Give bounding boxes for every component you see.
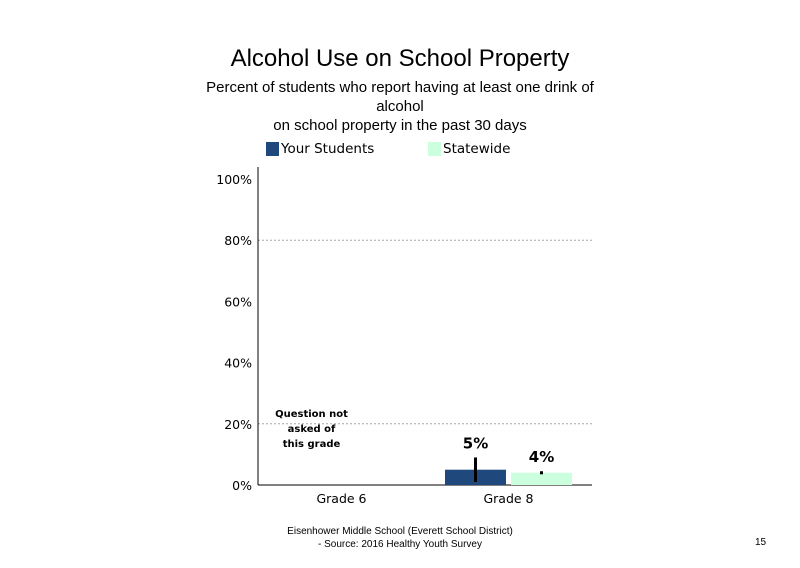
footer-line-2: - Source: 2016 Healthy Youth Survey xyxy=(318,539,482,550)
bar-statewide xyxy=(511,472,572,485)
page-number: 15 xyxy=(755,537,767,548)
y-tick-label: 0% xyxy=(232,478,252,493)
x-tick-label: Grade 8 xyxy=(483,491,533,506)
y-tick-label: 20% xyxy=(224,417,252,432)
chart-subtitle: Percent of students who report having at… xyxy=(160,78,640,135)
y-tick-label: 60% xyxy=(224,294,252,309)
gridlines xyxy=(258,239,592,425)
footer-source: Eisenhower Middle School (Everett School… xyxy=(240,525,560,551)
data-label: 5% xyxy=(463,434,488,452)
data-label: 4% xyxy=(529,448,554,466)
labels: 5% 4% Question not asked of this grade xyxy=(275,409,554,466)
y-tick-label: 40% xyxy=(224,356,252,371)
y-tick-label: 80% xyxy=(224,233,252,248)
legend-swatch-statewide xyxy=(428,141,441,156)
bars xyxy=(445,457,572,485)
legend-label-your-students: Your Students xyxy=(281,140,375,157)
legend-label-statewide: Statewide xyxy=(443,140,511,157)
chart-title: Alcohol Use on School Property xyxy=(230,45,570,72)
annotation-line: Question not xyxy=(275,409,348,420)
y-tick-label: 100% xyxy=(216,172,252,187)
footer-line-1: Eisenhower Middle School (Everett School… xyxy=(287,526,513,537)
subtitle-line-2: alcohol xyxy=(376,98,424,115)
x-tick-label: Grade 6 xyxy=(316,491,366,506)
legend-item-statewide: Statewide xyxy=(428,140,510,157)
annotation-line: this grade xyxy=(283,439,341,450)
subtitle-line-3: on school property in the past 30 days xyxy=(273,117,527,134)
subtitle-line-1: Percent of students who report having at… xyxy=(206,79,594,96)
legend-item-your-students: Your Students xyxy=(266,140,374,157)
annotation-line: asked of xyxy=(288,424,336,435)
legend-swatch-your-students xyxy=(266,141,279,156)
